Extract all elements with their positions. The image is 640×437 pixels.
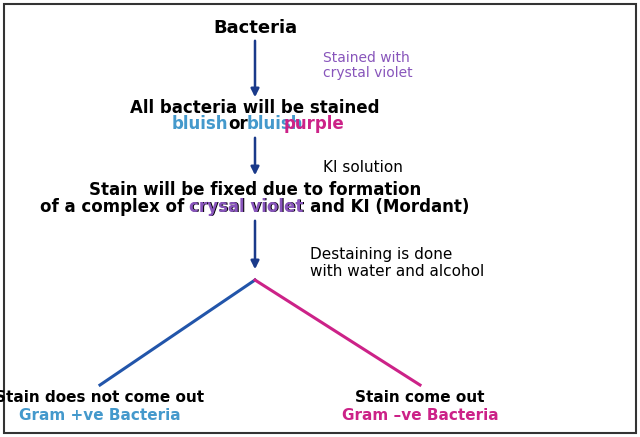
Text: Stain will be fixed due to formation: Stain will be fixed due to formation bbox=[89, 181, 421, 199]
Text: KI solution: KI solution bbox=[323, 160, 403, 176]
Text: bluish: bluish bbox=[172, 115, 228, 133]
Text: with water and alcohol: with water and alcohol bbox=[310, 264, 484, 278]
Text: crysal violet: crysal violet bbox=[189, 198, 303, 216]
Text: Stained with: Stained with bbox=[323, 51, 410, 65]
Text: Gram –ve Bacteria: Gram –ve Bacteria bbox=[342, 407, 499, 423]
Text: Bacteria: Bacteria bbox=[213, 19, 297, 37]
Text: Stain does not come out: Stain does not come out bbox=[0, 391, 205, 406]
Text: bluish: bluish bbox=[247, 115, 303, 133]
Text: All bacteria will be stained: All bacteria will be stained bbox=[131, 99, 380, 117]
Text: purple: purple bbox=[284, 115, 344, 133]
Text: or: or bbox=[228, 115, 248, 133]
Text: Stain come out: Stain come out bbox=[355, 391, 484, 406]
Text: crystal violet: crystal violet bbox=[323, 66, 413, 80]
Text: Gram +ve Bacteria: Gram +ve Bacteria bbox=[19, 407, 181, 423]
Text: Destaining is done: Destaining is done bbox=[310, 247, 452, 263]
Text: of a complex of crysal violet and KI (Mordant): of a complex of crysal violet and KI (Mo… bbox=[40, 198, 470, 216]
